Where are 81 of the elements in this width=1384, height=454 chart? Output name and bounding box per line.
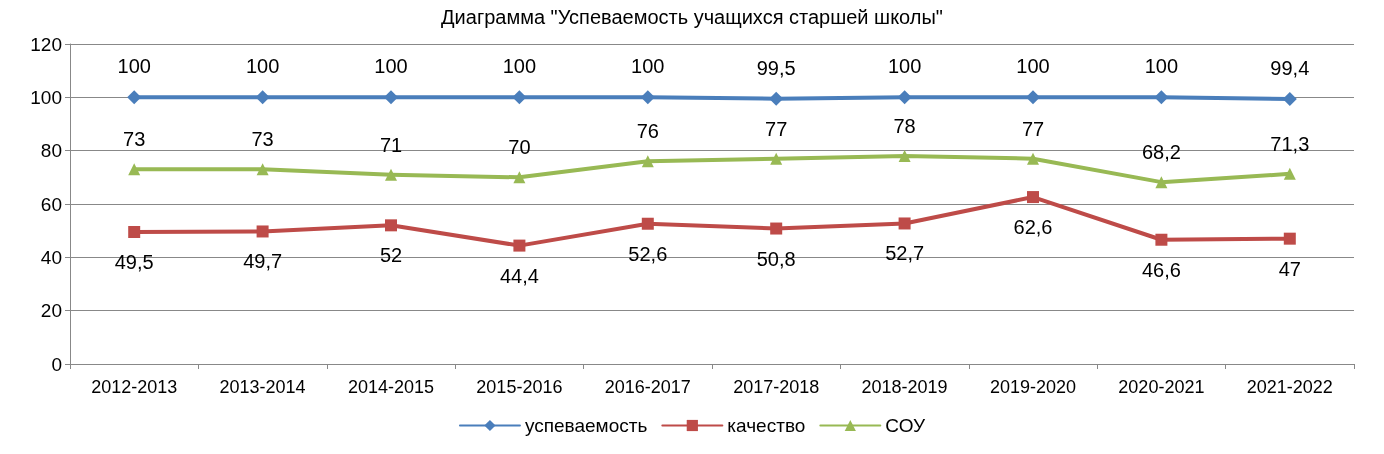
point [770,222,783,235]
point [1027,191,1039,204]
point [1027,152,1039,165]
data-label: 50,8 [756,247,796,270]
data-label: 100 [374,55,408,78]
data-label: 100 [502,55,537,78]
data-label: 73 [123,128,146,151]
legend-label: СОУ [885,415,926,436]
x-tick-label: 2012-2013 [91,377,178,397]
y-tick-label: 120 [30,33,62,55]
point [898,217,911,230]
point [1282,91,1297,106]
y-tick-label: 80 [40,140,62,162]
data-label: 99,5 [756,56,796,79]
point [256,225,269,238]
data-label: 52,6 [628,242,668,265]
chart-title: Диаграмма "Успеваемость учащихся старшей школы" [441,6,943,28]
legend-label: успеваемость [524,415,648,436]
data-label: 100 [1144,55,1179,78]
data-label: 62,6 [1013,216,1053,239]
x-tick-label: 2014-2015 [347,377,435,397]
data-label: 71 [379,133,403,156]
point [641,217,654,230]
point [513,239,526,252]
data-label: 47 [1278,257,1301,280]
point [770,152,783,165]
data-label: 78 [893,115,916,137]
data-label: 100 [245,55,280,78]
data-label: 100 [631,55,665,78]
point [1154,90,1169,105]
data-label: 76 [636,120,659,143]
y-tick-label: 40 [40,246,62,268]
point [640,90,655,105]
data-label: 100 [887,55,922,78]
point [897,90,912,105]
point [512,90,527,105]
point [1026,90,1040,105]
point [128,163,141,176]
x-tick-label: 2019-2020 [989,377,1077,397]
y-tick-label: 100 [30,86,62,108]
data-label: 77 [1021,117,1045,140]
data-label: 44,4 [499,264,539,287]
point [385,219,397,232]
x-tick-label: 2021-2022 [1246,377,1333,397]
data-label: 52 [379,244,403,267]
y-tick-label: 0 [51,353,62,375]
data-label: 70 [508,136,531,159]
x-tick-label: 2013-2014 [219,377,306,397]
y-tick-label: 60 [40,193,62,215]
x-tick-label: 2016-2017 [604,377,691,397]
point [127,90,142,105]
point [898,150,911,162]
data-label: 73 [251,128,274,151]
data-label: 71,3 [1270,132,1310,155]
x-tick-label: 2015-2016 [476,377,563,397]
data-label: 100 [1016,55,1050,78]
point [384,90,398,105]
data-label: 49,7 [243,250,283,273]
point [1283,167,1296,180]
x-tick-label: 2017-2018 [733,377,820,397]
x-tick-label: 2018-2019 [861,377,948,397]
point [256,163,269,176]
data-label: 46,6 [1141,258,1181,281]
point [513,171,526,184]
point [1283,232,1296,245]
data-label: 68,2 [1141,141,1181,164]
point [641,155,654,168]
data-label: 99,4 [1270,56,1310,79]
x-tick-label: 2020-2021 [1118,377,1205,397]
point [1155,233,1168,246]
data-label: 52,7 [885,242,925,265]
y-tick-label: 20 [40,300,62,322]
data-label: 77 [765,117,788,140]
point [1155,176,1168,189]
data-label: 100 [117,55,151,78]
point [769,91,784,106]
legend-label: качество [727,415,806,436]
point [128,226,141,238]
point [385,168,397,181]
point [255,90,270,105]
data-label: 49,5 [114,251,154,273]
